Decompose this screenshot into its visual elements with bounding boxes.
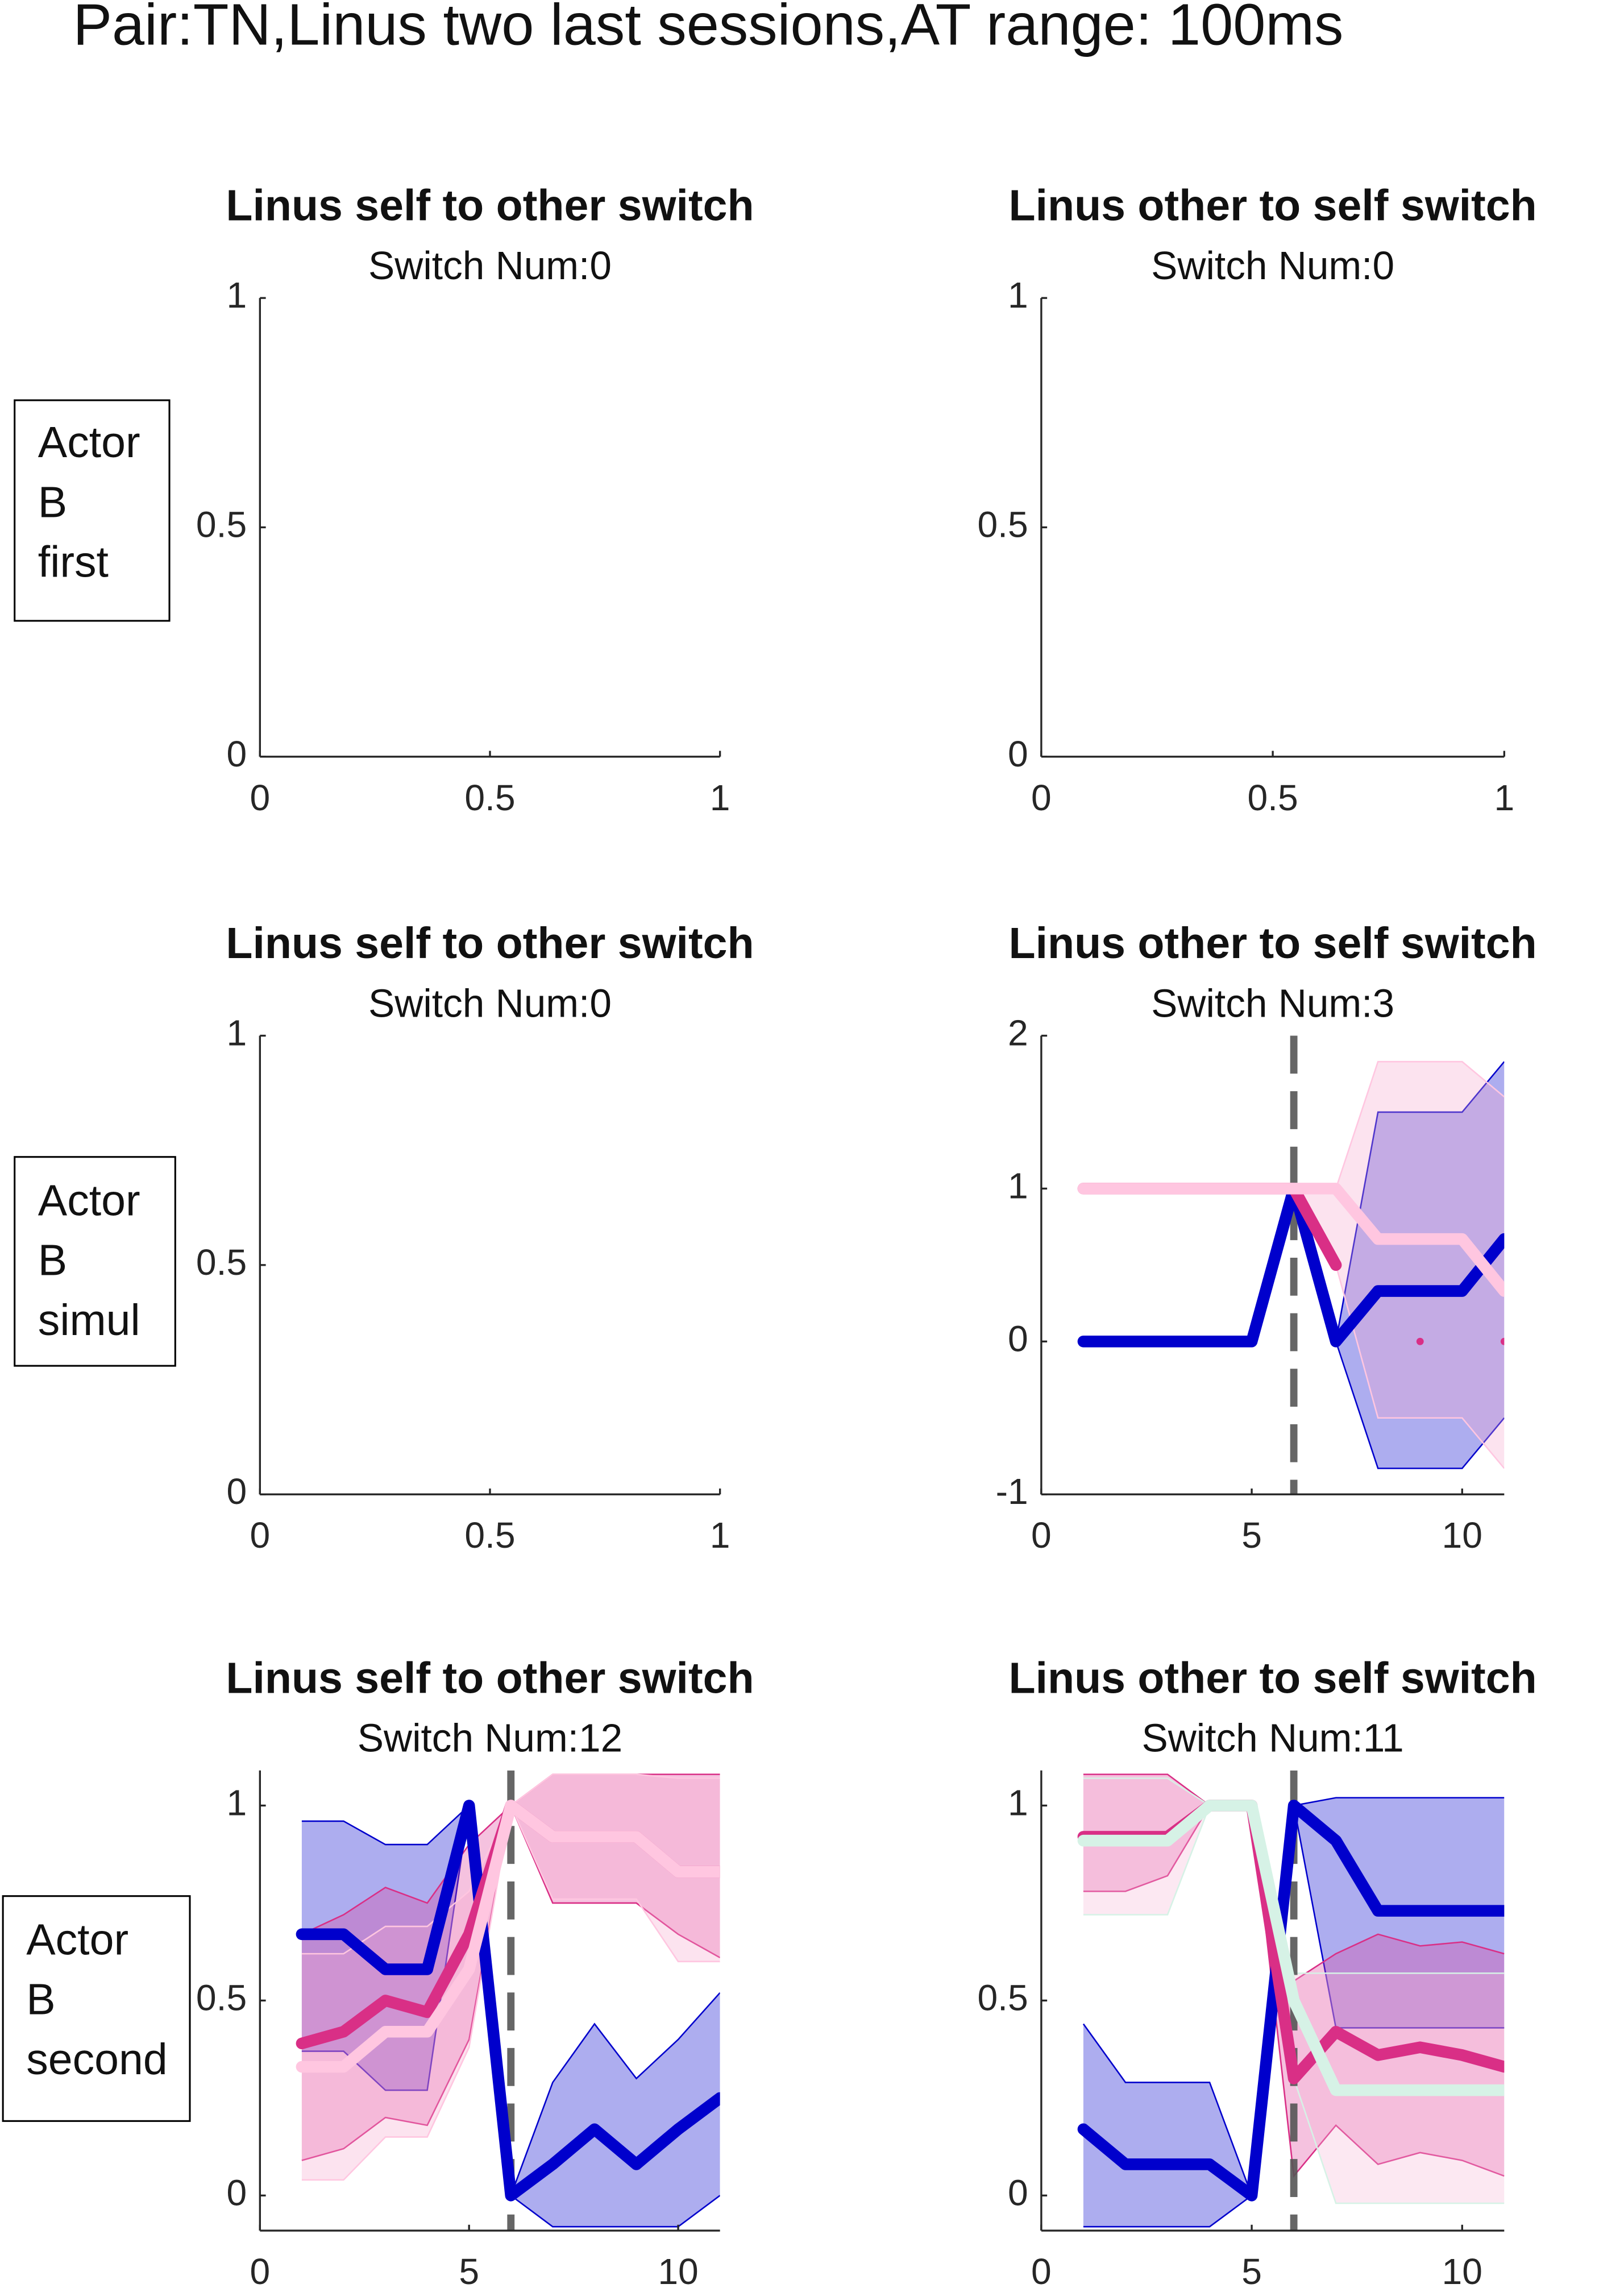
subplot-subtitle: Switch Num:11 [1141,1716,1403,1760]
x-tick-label: 0.5 [464,777,515,818]
y-tick-label: 0 [1008,1318,1028,1359]
x-tick-label: 0 [1031,777,1052,818]
row-label: B [38,1236,67,1285]
subplot-subtitle: Switch Num:12 [358,1716,622,1760]
subplot-subtitle: Switch Num:0 [368,981,612,1025]
x-tick-label: 10 [1442,1515,1482,1556]
row-label-box [2,1895,191,2122]
series-point [1416,1337,1424,1345]
x-tick-label: 5 [459,2251,479,2288]
series-line [1077,1800,1505,2096]
x-tick-label: 5 [1241,1515,1262,1556]
subplot: Linus other to self switch Switch Num:3 -1… [996,919,1537,1556]
y-tick-label: 2 [1008,1012,1028,1053]
y-tick-label: 0.5 [196,1242,247,1283]
band [301,1774,720,2180]
y-tick-label: 0.5 [196,504,247,545]
row-label: Actor [38,1176,140,1225]
subplot-title: Linus other to self switch [1009,1653,1537,1702]
figure-title: Pair:TN,Linus two last sessions,AT range… [73,0,1343,57]
series-line [1077,1183,1505,1297]
x-tick-label: 0.5 [464,1515,515,1556]
series-line [296,1800,720,2073]
subplot-title: Linus other to self switch [1009,181,1537,230]
row-label: first [38,538,109,587]
subplot: Linus self to other switch Switch Num:12 0… [196,1653,754,2288]
subplot-title: Linus other to self switch [1009,919,1537,968]
band [301,1805,720,2227]
subplot-title: Linus self to other switch [226,1653,754,1702]
y-tick-label: 0 [226,1471,247,1512]
band [1083,1062,1505,1469]
subplot-subtitle: Switch Num:3 [1151,981,1394,1025]
y-tick-label: -1 [996,1471,1028,1512]
x-tick-label: 1 [1494,777,1514,818]
subplot: Linus other to self switch Switch Num:11 0… [977,1653,1536,2288]
row-label: simul [38,1296,140,1345]
row-label: B [38,478,67,527]
x-tick-label: 1 [710,1515,730,1556]
series-line [296,1800,720,2202]
row-label: Actor [38,418,140,467]
x-tick-label: 1 [710,777,730,818]
y-tick-label: 0 [226,2172,247,2213]
y-tick-label: 1 [226,1012,247,1053]
x-tick-label: 0 [250,777,270,818]
row-label: second [26,2035,168,2084]
y-tick-label: 1 [1008,1165,1028,1206]
plot-area [1077,1770,1505,2231]
x-tick-label: 0 [250,2251,270,2288]
subplot-title: Linus self to other switch [226,181,754,230]
plot-area [296,1770,720,2231]
y-tick-label: 0 [1008,733,1028,774]
row-label: B [26,1975,55,2024]
y-tick-label: 1 [226,275,247,316]
band [1083,1774,1505,2177]
y-tick-label: 1 [1008,1782,1028,1823]
plot-area [1077,1035,1505,1495]
x-tick-label: 0 [250,1515,270,1556]
y-tick-label: 0.5 [196,1977,247,2018]
row-label: Actor [26,1915,128,1964]
y-tick-label: 0.5 [977,1977,1028,2018]
x-tick-label: 0 [1031,2251,1052,2288]
y-tick-label: 0.5 [977,504,1028,545]
y-tick-label: 0 [226,733,247,774]
subplot-title: Linus self to other switch [226,919,754,968]
row-label-box [14,1156,176,1367]
series-point [1500,1337,1505,1345]
y-tick-label: 1 [1008,275,1028,316]
x-tick-label: 0 [1031,1515,1052,1556]
x-tick-label: 10 [1442,2251,1482,2288]
x-tick-label: 10 [658,2251,698,2288]
band [1083,1797,1505,2227]
row-label-box [14,399,171,622]
band [301,1774,720,2161]
y-tick-label: 1 [226,1782,247,1823]
subplot-subtitle: Switch Num:0 [1151,243,1394,288]
subplot-subtitle: Switch Num:0 [368,243,612,288]
y-tick-label: 0 [1008,2172,1028,2213]
x-tick-label: 5 [1241,2251,1262,2288]
x-tick-label: 0.5 [1247,777,1298,818]
band [1083,1062,1505,1469]
series-line [1077,1800,1505,2202]
